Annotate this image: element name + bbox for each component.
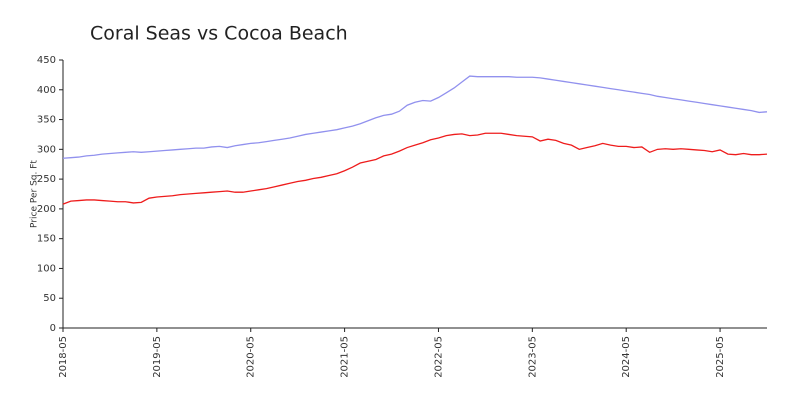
y-tick-label: 150 — [37, 234, 56, 245]
x-tick-label: 2025-05 — [715, 336, 726, 378]
x-tick-label: 2023-05 — [527, 336, 538, 378]
y-tick-label: 50 — [43, 293, 56, 304]
x-tick-label: 2021-05 — [340, 336, 351, 378]
x-tick-label: 2024-05 — [621, 336, 632, 378]
y-tick-label: 250 — [37, 174, 56, 185]
x-tick-label: 2022-05 — [433, 336, 444, 378]
y-axis-label: Price Per Sq. Ft — [30, 160, 40, 228]
y-tick-label: 200 — [37, 204, 56, 215]
x-tick-label: 2020-05 — [246, 336, 257, 378]
x-tick-label: 2018-05 — [58, 336, 69, 378]
series-line — [62, 132, 768, 205]
x-tick-label: 2019-05 — [152, 336, 163, 378]
y-tick-label: 350 — [37, 115, 56, 126]
y-tick-label: 450 — [37, 55, 56, 66]
series-line — [62, 75, 768, 159]
chart-title: Coral Seas vs Cocoa Beach — [90, 23, 348, 45]
y-tick-label: 400 — [37, 85, 56, 96]
y-tick-label: 300 — [37, 144, 56, 155]
y-tick-label: 100 — [37, 263, 56, 274]
y-tick-label: 0 — [50, 323, 56, 334]
